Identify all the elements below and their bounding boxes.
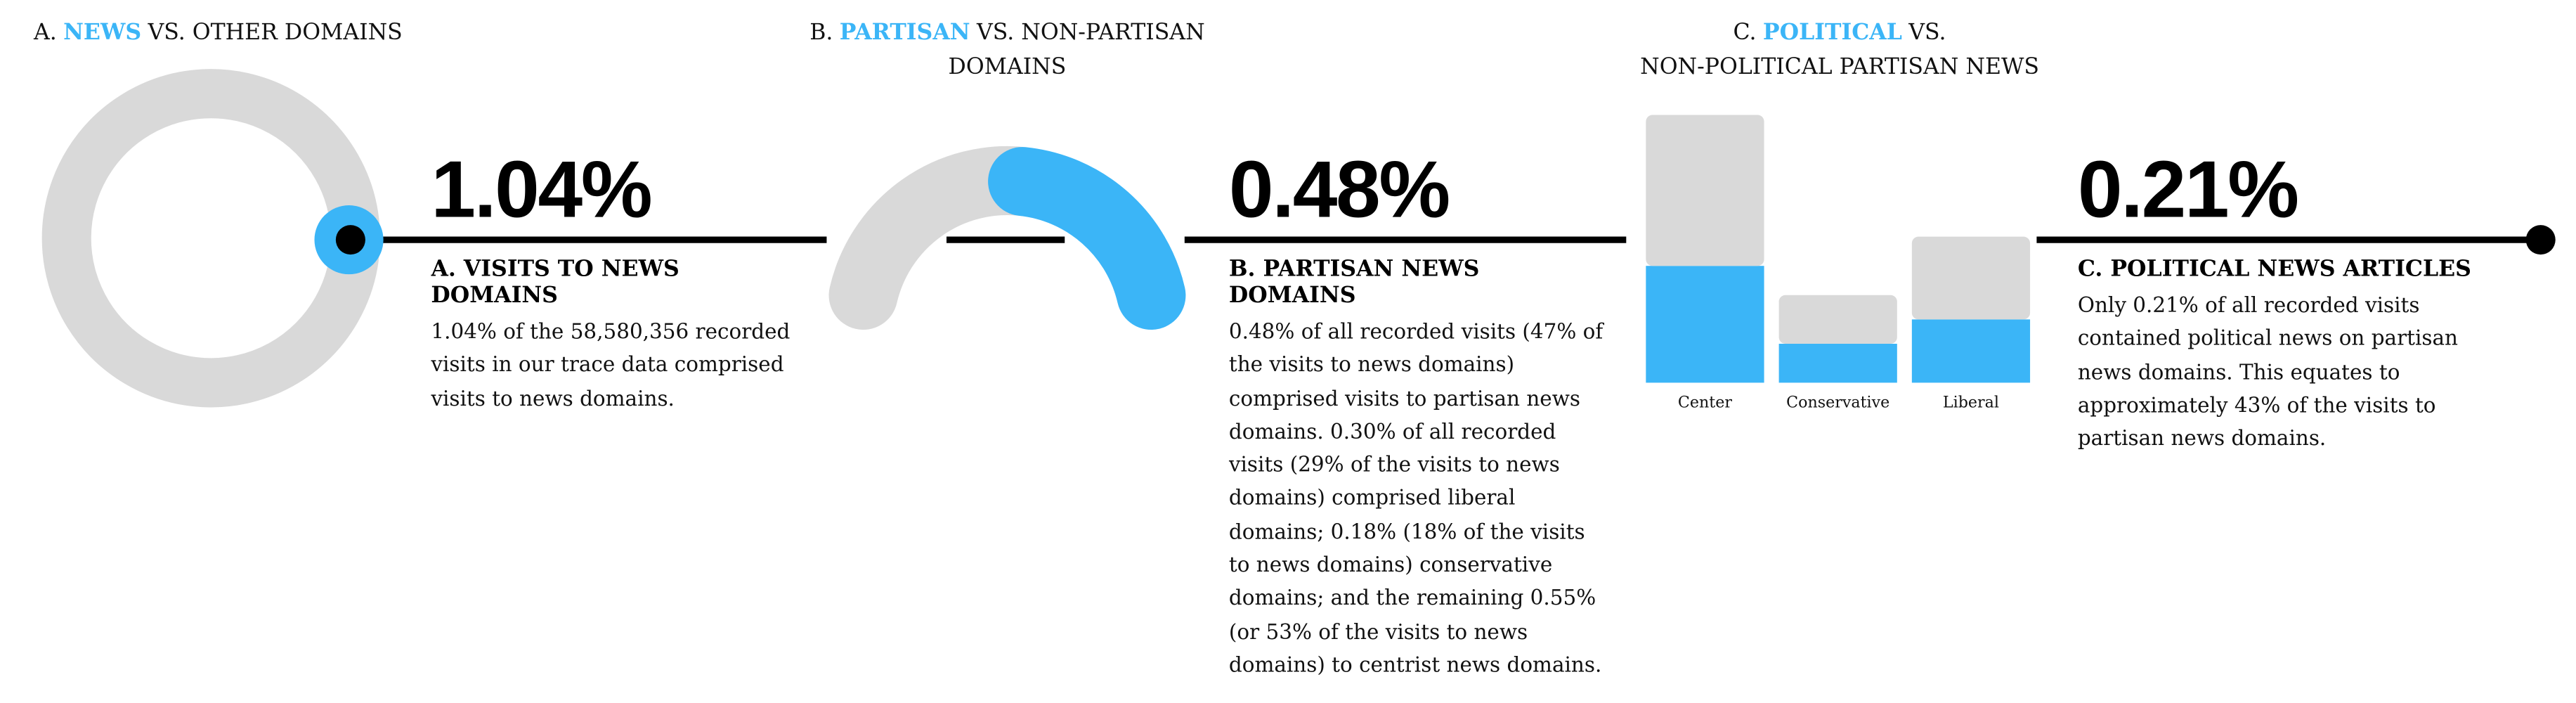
bar-segment <box>1911 319 2031 383</box>
start-dot <box>335 225 365 255</box>
stat-box: 0.48% <box>1228 150 1450 236</box>
title-part: PARTISAN <box>840 19 970 45</box>
heading: B. PARTISAN NEWS DOMAINS <box>1228 256 1480 309</box>
stat: 0.21% <box>2077 150 2299 236</box>
title-part: NEWS <box>63 19 141 45</box>
chart-title: B. PARTISAN VS. NON-PARTISAN <box>809 19 1204 45</box>
stat: 0.48% <box>1228 150 1450 236</box>
title-part: NON-POLITICAL PARTISAN NEWS <box>1640 54 2039 79</box>
title-part: POLITICAL <box>1763 19 1902 45</box>
chart-title: NON-POLITICAL PARTISAN NEWS <box>1640 54 2039 79</box>
end-dot <box>2525 225 2556 255</box>
half-donut <box>828 146 1186 330</box>
title-part: DOMAINS <box>949 54 1067 79</box>
bar-chart: Center Conservative Liberal <box>1646 115 2031 411</box>
title-part: B. <box>809 20 833 45</box>
description: Only 0.21% of all recorded visits contai… <box>2077 292 2459 451</box>
category-label: Center <box>1678 393 1732 411</box>
category-label: Conservative <box>1786 393 1889 411</box>
text-box: B. PARTISAN NEWS DOMAINS 0.48% of all rec… <box>1228 256 1604 677</box>
heading: C. POLITICAL NEWS ARTICLES <box>2077 256 2471 283</box>
bar-segment <box>1778 295 1897 344</box>
heading: A. VISITS TO NEWS DOMAINS <box>431 256 679 309</box>
bar-segment <box>1911 236 2031 320</box>
title-part: C. <box>1733 20 1757 45</box>
title-part: VS. <box>1908 20 1946 45</box>
chart-title: C. POLITICAL VS. <box>1733 19 1946 45</box>
arc-segment <box>988 147 1186 330</box>
description: 1.04% of the 58,580,356 recorded visits … <box>431 318 791 411</box>
bar-segment <box>1778 343 1897 383</box>
chart-title: DOMAINS <box>949 54 1067 79</box>
stat-box: 0.21% <box>2077 150 2299 236</box>
category-label: Liberal <box>1943 393 1999 411</box>
bar-segment <box>1646 115 1764 266</box>
text-box: C. POLITICAL NEWS ARTICLES Only 0.21% of … <box>2077 256 2471 451</box>
text-box: A. VISITS TO NEWS DOMAINS 1.04% of the 58… <box>431 256 791 411</box>
donut <box>41 69 380 408</box>
stat: 1.04% <box>431 150 652 236</box>
chart-title: A. NEWS VS. OTHER DOMAINS <box>33 19 403 45</box>
bar-segment <box>1646 266 1764 383</box>
donut-slice <box>41 69 380 408</box>
title-part: A. <box>33 20 57 45</box>
description: 0.48% of all recorded visits (47% of the… <box>1228 318 1604 677</box>
title-part: VS. OTHER DOMAINS <box>147 20 402 45</box>
title-part: VS. NON-PARTISAN <box>976 20 1205 45</box>
stat-box: 1.04% <box>431 150 652 236</box>
